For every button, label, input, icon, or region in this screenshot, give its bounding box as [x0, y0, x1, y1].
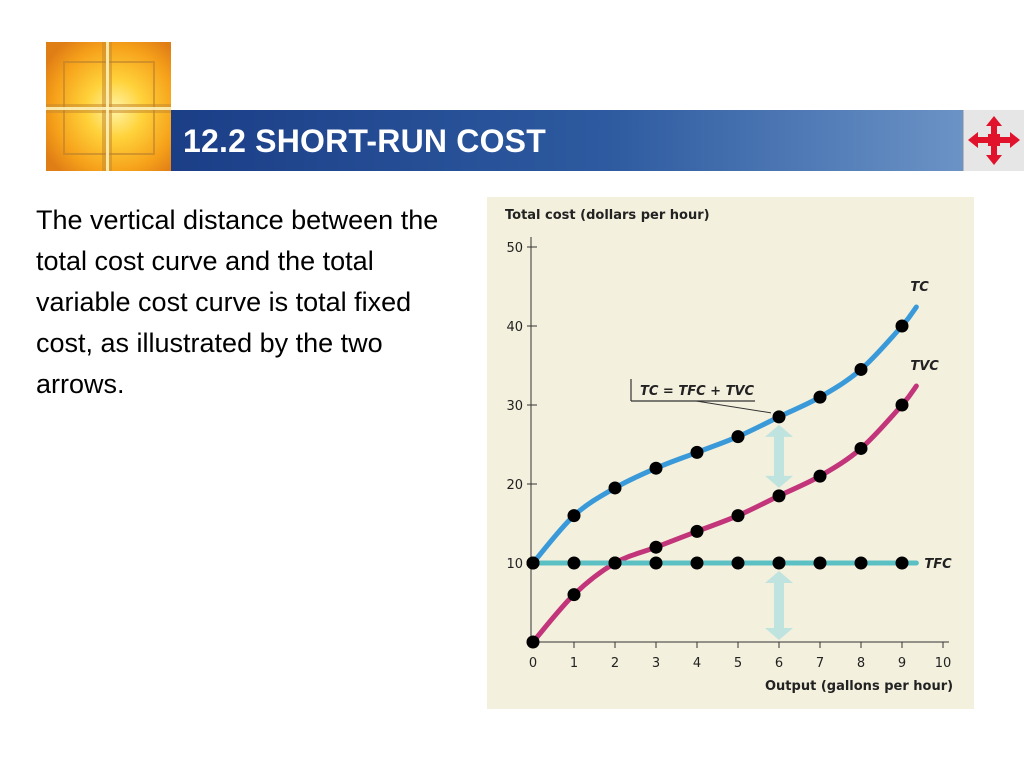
tc-point [813, 390, 827, 404]
navigation-button[interactable] [963, 110, 1024, 171]
logo [46, 42, 171, 171]
y-tick-label: 30 [506, 399, 523, 414]
tvc-point [526, 635, 540, 649]
tfc-point [895, 556, 909, 570]
tvc-point [813, 469, 827, 483]
tvc-point [690, 524, 704, 538]
tfc-distance-arrow-upper [765, 424, 793, 488]
y-tick-label: 10 [506, 557, 523, 572]
cross-window-logo-icon [46, 42, 171, 171]
x-tick-label: 0 [529, 656, 537, 671]
slide-title: 12.2 SHORT-RUN COST [183, 123, 546, 159]
title-bar: 12.2 SHORT-RUN COST [171, 110, 963, 171]
tc-point [649, 461, 663, 475]
tfc-point [772, 556, 786, 570]
tc-point [772, 410, 786, 424]
x-tick-label: 7 [816, 656, 824, 671]
tvc-point [772, 489, 786, 503]
y-tick-label: 40 [506, 320, 523, 335]
x-tick-label: 8 [857, 656, 865, 671]
x-tick-label: 3 [652, 656, 660, 671]
tc-point [608, 481, 622, 495]
annotation-label: TC = TFC + TVC [640, 384, 755, 399]
chart-panel: Total cost (dollars per hour) Output (ga… [487, 197, 974, 709]
tfc-point [813, 556, 827, 570]
tfc-distance-arrow-lower [765, 571, 793, 640]
x-tick-label: 5 [734, 656, 742, 671]
y-tick-label: 50 [506, 241, 523, 256]
y-axis-title: Total cost (dollars per hour) [505, 208, 710, 223]
tvc-point [649, 540, 663, 554]
four-way-arrows-icon [968, 116, 1020, 165]
body-text: The vertical distance between the total … [36, 205, 439, 399]
tfc-point [649, 556, 663, 570]
tvc-point [731, 509, 745, 523]
x-tick-label: 9 [898, 656, 906, 671]
x-tick-label: 1 [570, 656, 578, 671]
tfc-point [567, 556, 581, 570]
tc-label: TC [910, 280, 929, 295]
tc-curve [530, 304, 919, 566]
tc-point [731, 430, 745, 444]
x-tick-label: 4 [693, 656, 701, 671]
cost-curves-chart: Total cost (dollars per hour) Output (ga… [505, 208, 953, 694]
tc-point [690, 445, 704, 459]
x-tick-label: 6 [775, 656, 783, 671]
tc-point [895, 319, 909, 333]
annotation-box [631, 379, 755, 401]
tc-point [567, 509, 581, 523]
tfc-point [854, 556, 868, 570]
x-axis-title: Output (gallons per hour) [765, 679, 953, 694]
tfc-point [608, 556, 622, 570]
tfc-point [731, 556, 745, 570]
tfc-label: TFC [924, 557, 952, 572]
y-tick-label: 20 [506, 478, 523, 493]
tvc-point [854, 441, 868, 455]
tvc-curve [530, 383, 919, 645]
x-tick-label: 2 [611, 656, 619, 671]
tvc-point [895, 398, 909, 412]
tvc-label: TVC [910, 359, 939, 374]
tc-point [854, 362, 868, 376]
tfc-point [526, 556, 540, 570]
tvc-point [567, 588, 581, 602]
x-tick-label: 10 [935, 656, 952, 671]
tfc-point [690, 556, 704, 570]
annotation-leader-line [695, 400, 772, 414]
